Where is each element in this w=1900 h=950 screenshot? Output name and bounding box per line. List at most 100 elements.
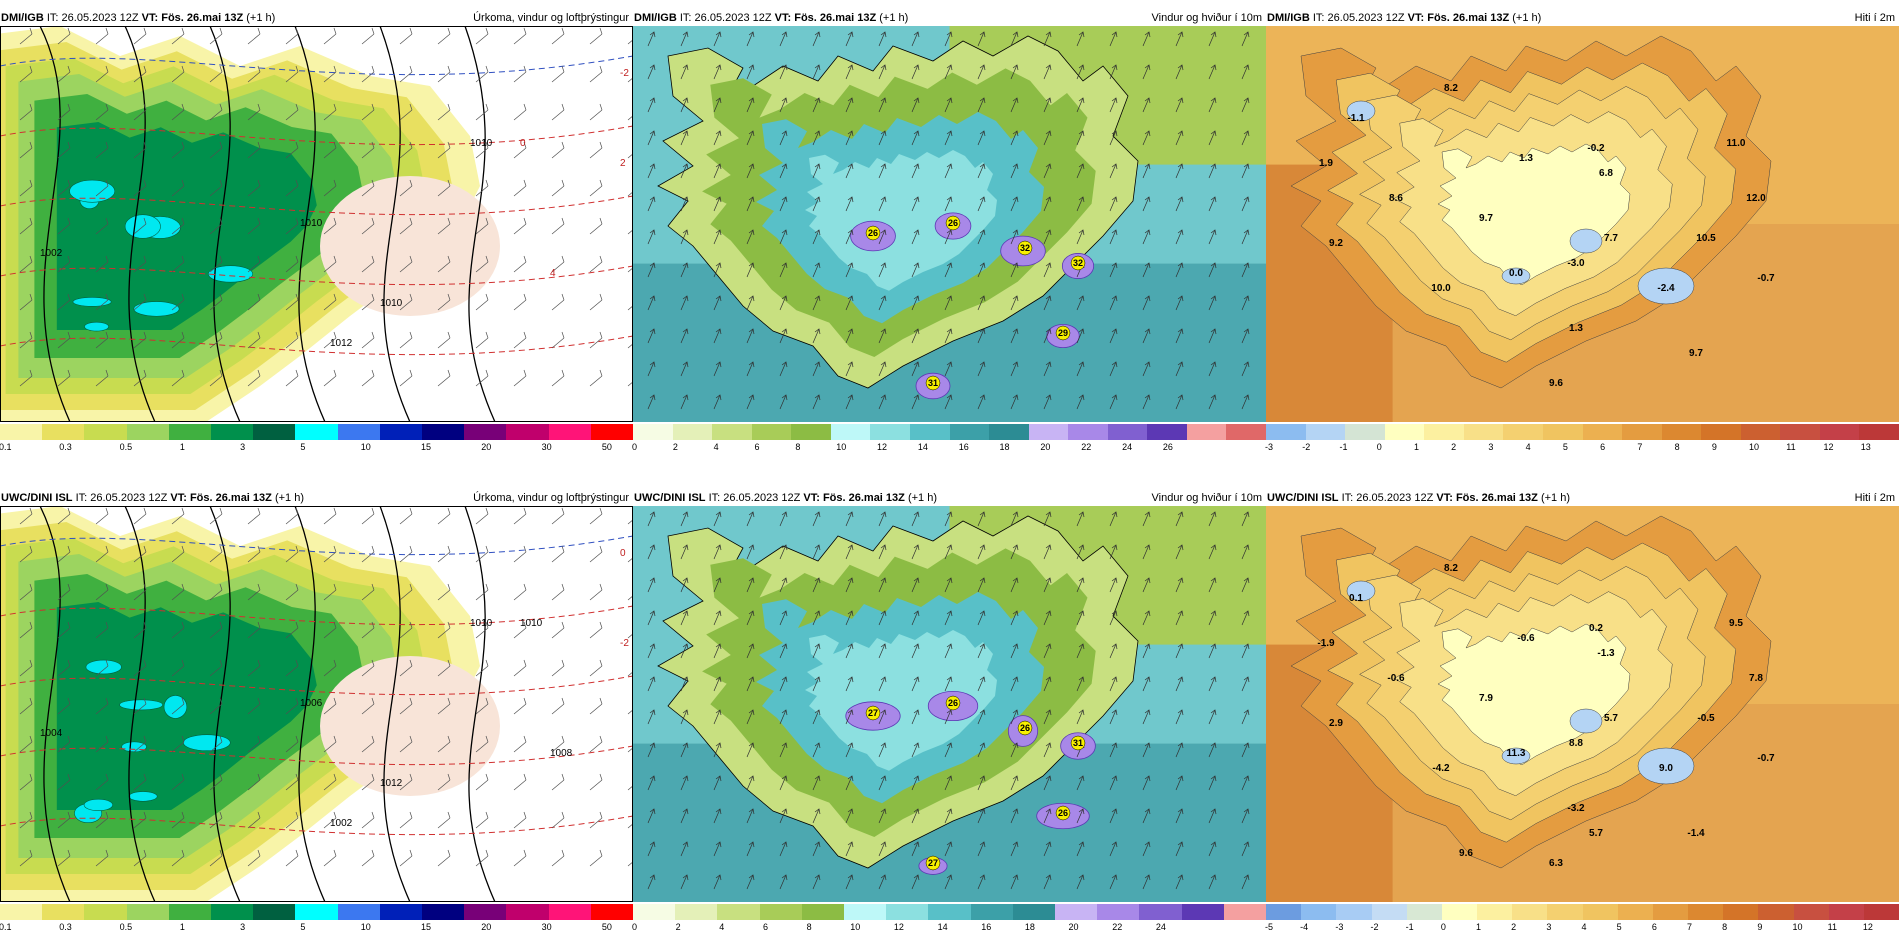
color-scale-swatch (1441, 904, 1478, 920)
header-model: DMI/IGB (1267, 12, 1310, 24)
header-it: 26.05.2023 12Z (61, 12, 139, 24)
color-scale-swatch (1740, 424, 1781, 440)
model-run-info: UWC/DINI ISL IT: 26.05.2023 12Z VT: Fös.… (634, 490, 937, 506)
header-model: UWC/DINI ISL (634, 492, 706, 504)
color-scale-swatch (1688, 904, 1724, 920)
color-scale-label: 0 (632, 922, 638, 932)
temperature-value-label: 7.7 (1604, 233, 1618, 244)
color-scale-swatch (672, 424, 713, 440)
color-scale-swatch (1147, 424, 1187, 440)
header-lead: (+1 h) (907, 492, 937, 504)
map-value-label: 1002 (330, 818, 353, 829)
color-scale-swatch (970, 904, 1013, 920)
color-scale-label: -1 (1405, 922, 1414, 932)
header-it-label: IT: (708, 492, 721, 504)
gust-value-label: 31 (1073, 738, 1083, 748)
temperature-value-label: -1.9 (1317, 638, 1335, 649)
color-scale-swatch (1780, 424, 1820, 440)
color-scale-swatch (1181, 904, 1224, 920)
color-scale-swatch (1384, 424, 1425, 440)
header-model: UWC/DINI ISL (1, 492, 73, 504)
header-vt-label: VT: (141, 12, 159, 24)
gust-value-label: 27 (868, 708, 878, 718)
color-scale-label: 1 (179, 442, 185, 452)
temperature-value-label: -4.2 (1432, 763, 1450, 774)
color-scale-swatch (337, 904, 380, 920)
color-scale-bar (1266, 904, 1900, 920)
color-scale-swatch (886, 904, 929, 920)
color-scale-swatch (1068, 424, 1108, 440)
color-scale-label: 4 (713, 442, 719, 452)
temperature-value-label: -0.7 (1757, 273, 1775, 284)
color-scale-swatch (253, 424, 296, 440)
header-model: UWC/DINI ISL (1267, 492, 1339, 504)
temperature-value-label: 10.0 (1431, 283, 1451, 294)
color-scale-label: 0.1 (0, 922, 12, 932)
map-canvas: -1.1 8.2 1.9 1.3 -0.2 11.0 8.6 6.8 9.7 12.0 9.2 7.7… (1266, 26, 1899, 422)
temperature-value-label: 9.5 (1729, 618, 1743, 629)
color-scale-swatch (1547, 904, 1583, 920)
color-scale-label: 2 (1511, 922, 1517, 932)
color-scale-swatch (1793, 904, 1829, 920)
header-it: 26.05.2023 12Z (694, 12, 772, 24)
color-scale-label: 6 (762, 922, 768, 932)
header-it: 26.05.2023 12Z (723, 492, 801, 504)
model-run-info: DMI/IGB IT: 26.05.2023 12Z VT: Fös. 26.m… (634, 10, 908, 26)
color-scale-label: 12 (1862, 922, 1873, 932)
color-scale-swatch (1301, 904, 1337, 920)
color-scale-label: -3 (1335, 922, 1344, 932)
header-it-label: IT: (75, 492, 88, 504)
color-scale-swatch (464, 424, 507, 440)
color-scale-swatch (1617, 904, 1653, 920)
model-run-info: DMI/IGB IT: 26.05.2023 12Z VT: Fös. 26.m… (1267, 10, 1541, 26)
color-scale-label: 13 (1860, 442, 1871, 452)
color-scale-bar (1266, 424, 1899, 440)
header-vt: Fös. 26.mai 13Z (1427, 12, 1510, 24)
color-scale-swatch (1336, 904, 1372, 920)
map-canvas: 26 26 32 32 29 31 (633, 26, 1266, 422)
color-scale-label: 20 (481, 442, 492, 452)
map-value-label: 1010 (470, 138, 493, 149)
header-model: DMI/IGB (634, 12, 677, 24)
header-it: 26.05.2023 12Z (90, 492, 168, 504)
color-scale-label: 10 (360, 922, 371, 932)
color-scale-swatch (1107, 424, 1148, 440)
header-lead: (+1 h) (274, 492, 304, 504)
color-scale-bar (0, 424, 634, 440)
color-scale-swatch (506, 424, 549, 440)
header-it-label: IT: (1312, 12, 1325, 24)
color-scale-label: 12 (893, 922, 904, 932)
color-scale-label: 24 (1155, 922, 1166, 932)
color-scale-label: 15 (421, 442, 432, 452)
color-scale-swatch (909, 424, 950, 440)
color-scale-swatch (1463, 424, 1504, 440)
color-scale-swatch (295, 424, 338, 440)
color-scale-swatch (1652, 904, 1689, 920)
color-scale-swatch (211, 424, 254, 440)
temperature-value-label: 0.1 (1349, 593, 1363, 604)
model-run-info: DMI/IGB IT: 26.05.2023 12Z VT: Fös. 26.m… (1, 10, 275, 26)
header-vt-label: VT: (1407, 12, 1425, 24)
color-scale-swatch (1055, 904, 1098, 920)
panel-title: Hiti í 2m (1854, 12, 1895, 24)
gust-value-label: 26 (948, 218, 958, 228)
map-value-label: 1010 (380, 298, 403, 309)
color-scale-swatch (422, 904, 465, 920)
panel-title: Vindur og hviður í 10m (1151, 492, 1262, 504)
forecast-panel-wind: UWC/DINI ISL IT: 26.05.2023 12Z VT: Fös.… (632, 490, 1267, 945)
color-scale-swatch (590, 904, 634, 920)
color-scale-label: -4 (1300, 922, 1309, 932)
temperature-value-label: -0.5 (1697, 713, 1715, 724)
forecast-panel-temp: DMI/IGB IT: 26.05.2023 12Z VT: Fös. 26.m… (1265, 10, 1899, 465)
color-scale-swatch (379, 424, 423, 440)
color-scale-labels: 0.1 0.3 0.5 1 3 5 10 15 20 30 50 (0, 441, 633, 453)
temperature-value-label: 5.7 (1589, 828, 1603, 839)
panel-header: DMI/IGB IT: 26.05.2023 12Z VT: Fös. 26.m… (1266, 10, 1899, 26)
color-scale-label: 10 (1749, 442, 1760, 452)
color-scale-label: -2 (1302, 442, 1311, 452)
color-scale-label: 15 (421, 922, 432, 932)
temperature-value-label: 6.8 (1599, 168, 1613, 179)
panel-header: UWC/DINI ISL IT: 26.05.2023 12Z VT: Fös.… (1266, 490, 1899, 506)
color-scale-swatch (1723, 904, 1759, 920)
color-scale-label: 0.3 (59, 922, 72, 932)
